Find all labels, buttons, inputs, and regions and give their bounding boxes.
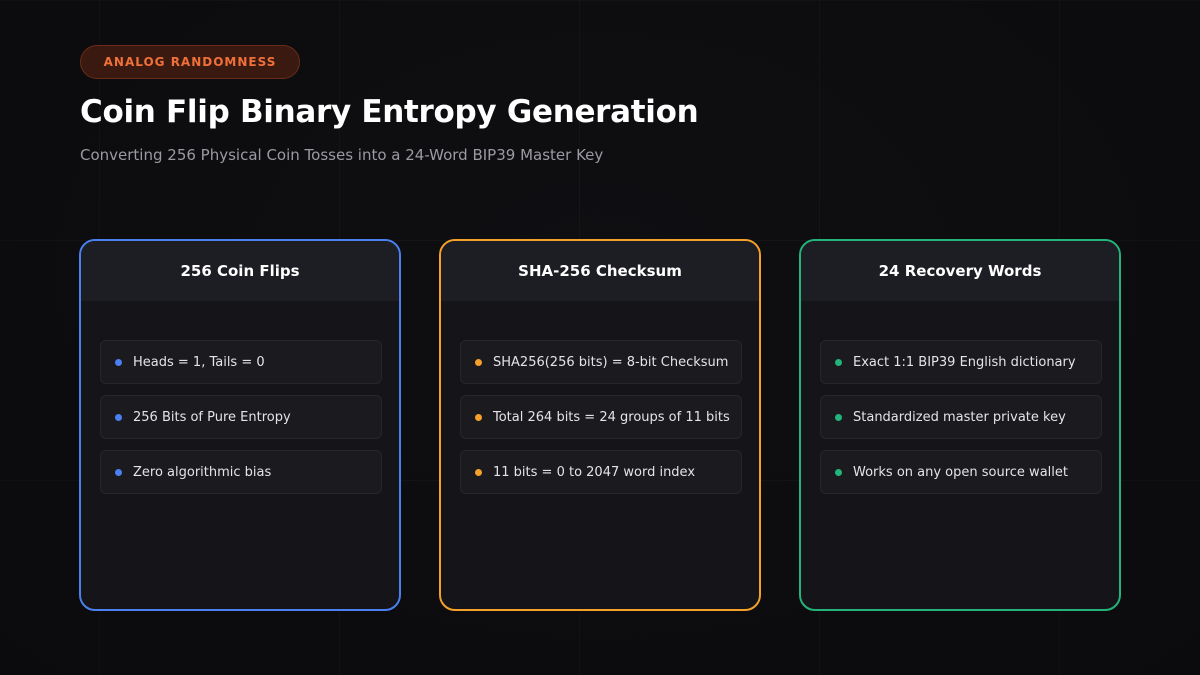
list-item-text: Standardized master private key (853, 409, 1066, 425)
list-item-text: Total 264 bits = 24 groups of 11 bits (493, 409, 730, 425)
card-title: 24 Recovery Words (801, 241, 1119, 301)
bullet-dot-icon (475, 358, 482, 366)
bullet-dot-icon (475, 468, 482, 476)
page-title: Coin Flip Binary Entropy Generation (80, 94, 699, 130)
list-item: SHA256(256 bits) = 8-bit Checksum (460, 340, 742, 384)
bullet-dot-icon (835, 358, 842, 366)
page-subtitle: Converting 256 Physical Coin Tosses into… (80, 146, 604, 164)
list-item-text: Exact 1:1 BIP39 English dictionary (853, 354, 1076, 370)
list-item: Total 264 bits = 24 groups of 11 bits (460, 395, 742, 439)
list-item: Works on any open source wallet (820, 450, 1102, 494)
list-item-text: Works on any open source wallet (853, 464, 1068, 480)
card-sha256-checksum: SHA-256 Checksum SHA256(256 bits) = 8-bi… (439, 239, 761, 611)
list-item-text: Zero algorithmic bias (133, 464, 272, 480)
bullet-dot-icon (115, 358, 122, 366)
card-title: SHA-256 Checksum (441, 241, 759, 301)
list-item: 256 Bits of Pure Entropy (100, 395, 382, 439)
bullet-dot-icon (115, 413, 122, 421)
list-item: Exact 1:1 BIP39 English dictionary (820, 340, 1102, 384)
bullet-dot-icon (835, 468, 842, 476)
bullet-dot-icon (475, 413, 482, 421)
card-recovery-words: 24 Recovery Words Exact 1:1 BIP39 Englis… (799, 239, 1121, 611)
list-item: Heads = 1, Tails = 0 (100, 340, 382, 384)
card-title: 256 Coin Flips (81, 241, 399, 301)
bullet-dot-icon (835, 413, 842, 421)
list-item: Zero algorithmic bias (100, 450, 382, 494)
bullet-dot-icon (115, 468, 122, 476)
list-item-text: SHA256(256 bits) = 8-bit Checksum (493, 354, 729, 370)
card-coin-flips: 256 Coin Flips Heads = 1, Tails = 0 256 … (79, 239, 401, 611)
list-item-text: 11 bits = 0 to 2047 word index (493, 464, 696, 480)
list-item-text: 256 Bits of Pure Entropy (133, 409, 291, 425)
category-badge: ANALOG RANDOMNESS (80, 45, 300, 79)
list-item-text: Heads = 1, Tails = 0 (133, 354, 265, 370)
list-item: 11 bits = 0 to 2047 word index (460, 450, 742, 494)
list-item: Standardized master private key (820, 395, 1102, 439)
